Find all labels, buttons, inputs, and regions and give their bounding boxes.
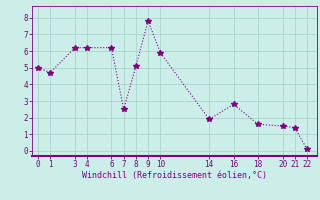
X-axis label: Windchill (Refroidissement éolien,°C): Windchill (Refroidissement éolien,°C) xyxy=(82,171,267,180)
